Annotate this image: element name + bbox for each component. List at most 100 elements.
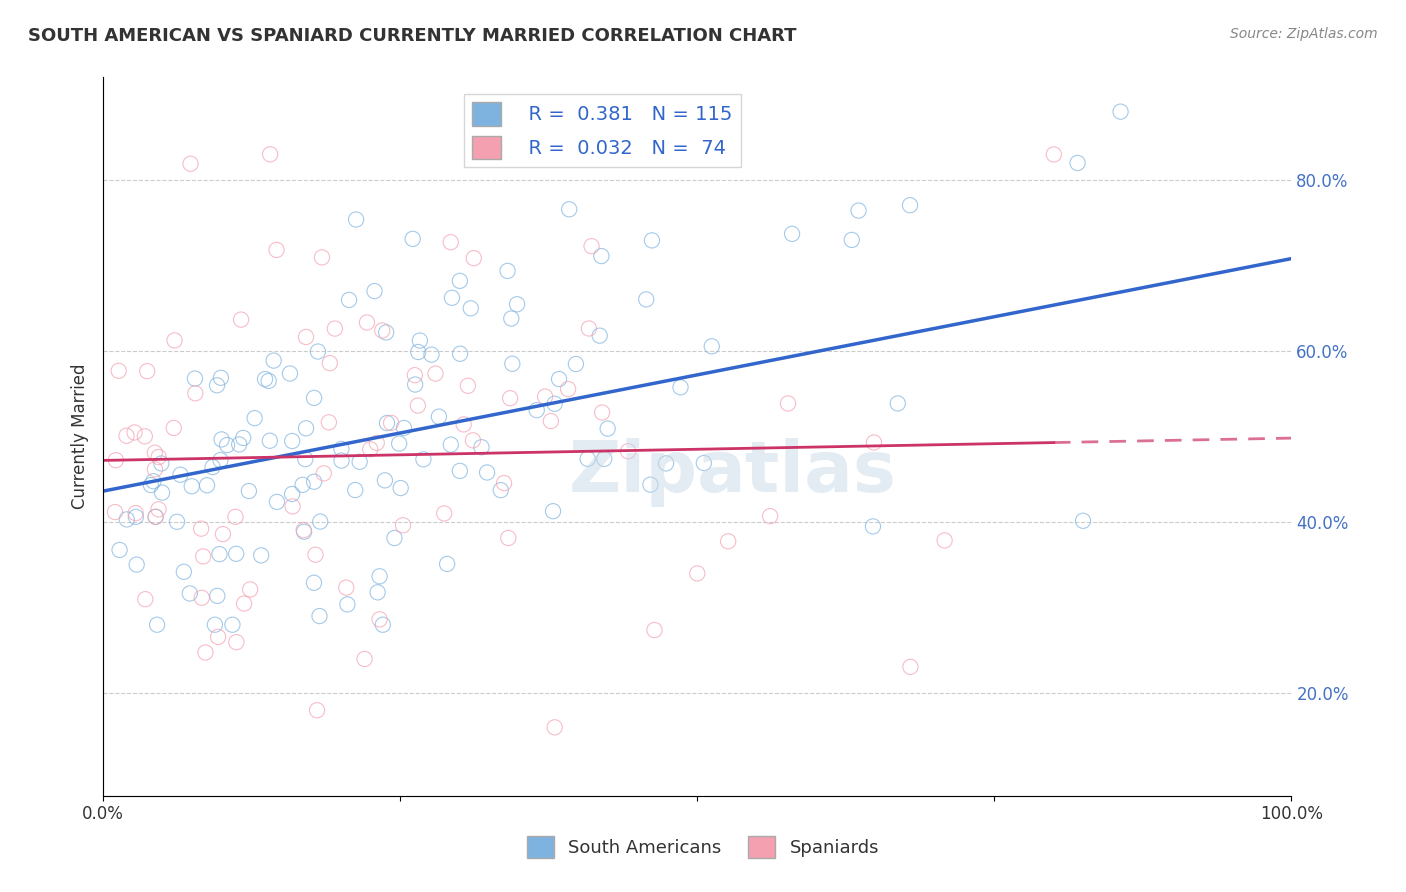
- Point: [281, 500, 304, 514]
- Text: atlas: atlas: [697, 438, 897, 507]
- Point: [266, 495, 288, 509]
- Point: [125, 558, 148, 572]
- Point: [470, 440, 492, 454]
- Point: [180, 479, 202, 493]
- Point: [145, 509, 167, 524]
- Point: [700, 339, 723, 353]
- Point: [229, 312, 252, 326]
- Point: [409, 334, 432, 348]
- Point: [330, 453, 353, 467]
- Point: [207, 589, 229, 603]
- Point: [318, 415, 340, 429]
- Point: [862, 519, 884, 533]
- Point: [201, 460, 224, 475]
- Point: [148, 450, 170, 464]
- Point: [305, 703, 328, 717]
- Point: [457, 379, 479, 393]
- Point: [412, 452, 434, 467]
- Point: [139, 478, 162, 492]
- Point: [259, 147, 281, 161]
- Point: [146, 617, 169, 632]
- Point: [281, 487, 304, 501]
- Point: [489, 483, 512, 497]
- Text: Zip: Zip: [568, 438, 697, 507]
- Point: [581, 239, 603, 253]
- Point: [591, 405, 613, 419]
- Point: [195, 478, 218, 492]
- Point: [1071, 514, 1094, 528]
- Point: [565, 357, 588, 371]
- Point: [311, 251, 333, 265]
- Legend:   R =  0.381   N = 115,   R =  0.032   N =  74: R = 0.381 N = 115, R = 0.032 N = 74: [464, 95, 741, 167]
- Point: [388, 436, 411, 450]
- Point: [302, 475, 325, 489]
- Point: [143, 462, 166, 476]
- Point: [134, 429, 156, 443]
- Point: [367, 585, 389, 599]
- Point: [368, 612, 391, 626]
- Point: [104, 453, 127, 467]
- Point: [544, 720, 567, 734]
- Point: [312, 467, 335, 481]
- Point: [263, 353, 285, 368]
- Point: [308, 609, 330, 624]
- Point: [211, 433, 233, 447]
- Point: [541, 504, 564, 518]
- Point: [125, 509, 148, 524]
- Point: [380, 416, 402, 430]
- Point: [475, 466, 498, 480]
- Point: [934, 533, 956, 548]
- Point: [494, 476, 516, 491]
- Point: [420, 348, 443, 362]
- Point: [179, 586, 201, 600]
- Point: [548, 372, 571, 386]
- Point: [225, 547, 247, 561]
- Point: [1066, 156, 1088, 170]
- Point: [576, 451, 599, 466]
- Point: [143, 446, 166, 460]
- Point: [501, 311, 523, 326]
- Point: [281, 434, 304, 448]
- Point: [304, 548, 326, 562]
- Point: [344, 212, 367, 227]
- Point: [440, 235, 463, 250]
- Point: [425, 367, 447, 381]
- Point: [302, 575, 325, 590]
- Point: [669, 380, 692, 394]
- Point: [359, 442, 381, 457]
- Point: [863, 435, 886, 450]
- Point: [449, 464, 471, 478]
- Point: [184, 386, 207, 401]
- Point: [433, 507, 456, 521]
- Point: [209, 453, 232, 467]
- Point: [224, 509, 246, 524]
- Point: [371, 617, 394, 632]
- Point: [368, 569, 391, 583]
- Point: [136, 364, 159, 378]
- Point: [150, 485, 173, 500]
- Point: [526, 403, 548, 417]
- Point: [436, 557, 458, 571]
- Point: [589, 328, 612, 343]
- Point: [145, 509, 167, 524]
- Point: [543, 397, 565, 411]
- Point: [302, 391, 325, 405]
- Point: [169, 467, 191, 482]
- Text: SOUTH AMERICAN VS SPANIARD CURRENTLY MARRIED CORRELATION CHART: SOUTH AMERICAN VS SPANIARD CURRENTLY MAR…: [28, 27, 797, 45]
- Point: [534, 390, 557, 404]
- Point: [254, 372, 277, 386]
- Point: [617, 444, 640, 458]
- Point: [108, 543, 131, 558]
- Point: [363, 284, 385, 298]
- Point: [180, 157, 202, 171]
- Point: [1109, 104, 1132, 119]
- Point: [292, 523, 315, 537]
- Point: [366, 435, 388, 450]
- Point: [389, 481, 412, 495]
- Point: [294, 452, 316, 467]
- Text: Source: ZipAtlas.com: Source: ZipAtlas.com: [1230, 27, 1378, 41]
- Point: [319, 356, 342, 370]
- Point: [190, 522, 212, 536]
- Point: [461, 434, 484, 448]
- Point: [124, 425, 146, 440]
